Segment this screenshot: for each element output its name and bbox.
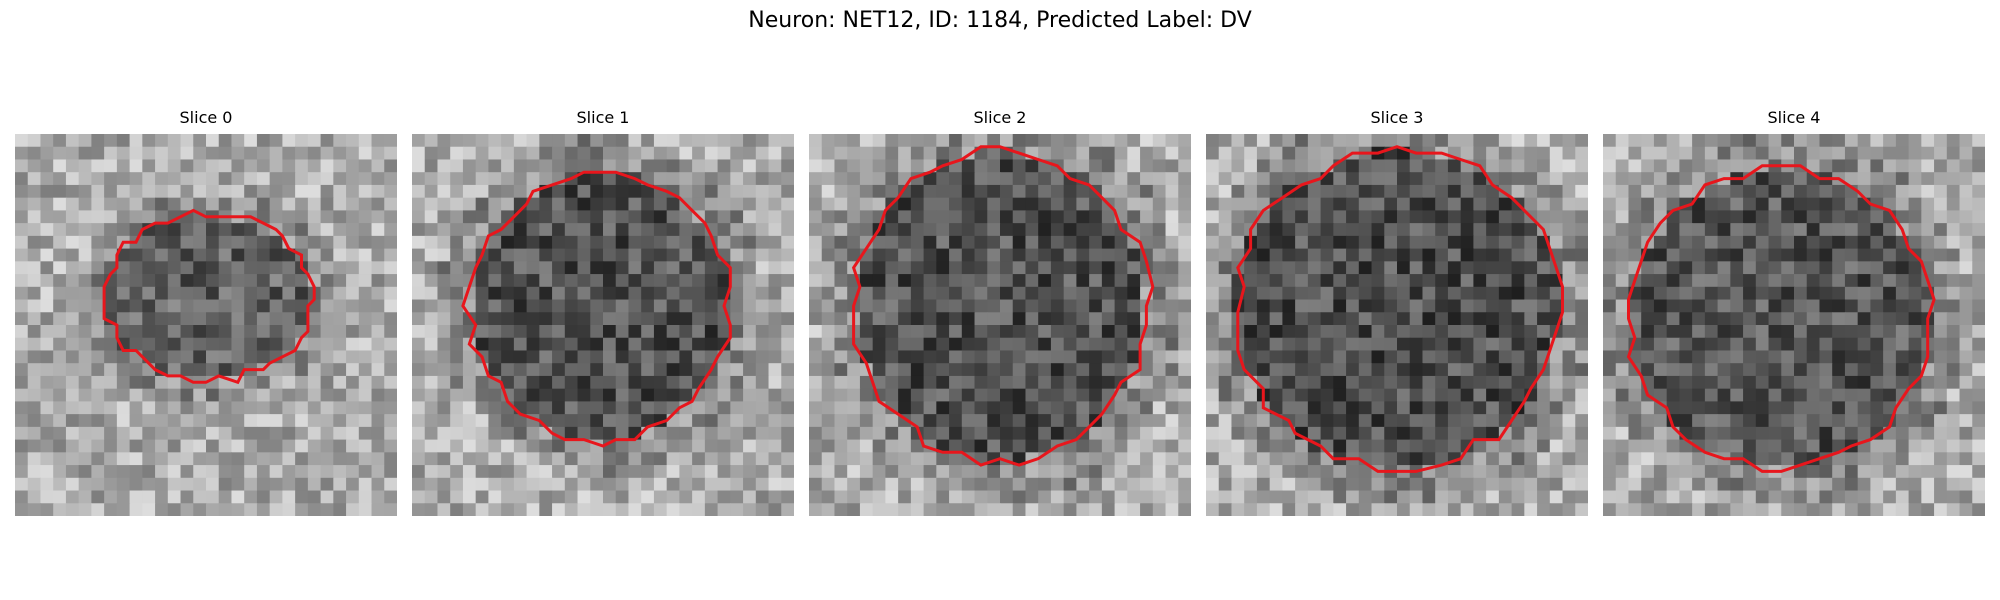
slice-title: Slice 3	[1370, 108, 1424, 127]
slice-image	[412, 134, 794, 516]
figure-title: Neuron: NET12, ID: 1184, Predicted Label…	[748, 8, 1252, 33]
contour-slice-2	[851, 145, 1155, 467]
contour-slice-1	[461, 170, 732, 448]
slice-title: Slice 1	[576, 108, 630, 127]
slice-image-svg	[15, 134, 397, 516]
contour-slice-3	[1236, 145, 1564, 473]
slice-title: Slice 0	[179, 108, 233, 127]
slice-image-svg	[412, 134, 794, 516]
pixel-grid	[1206, 134, 1588, 516]
slice-image-svg	[1206, 134, 1588, 516]
slice-image	[809, 134, 1191, 516]
slice-image	[1206, 134, 1588, 516]
slice-image	[15, 134, 397, 516]
pixel-grid	[412, 134, 794, 516]
contour-slice-4	[1626, 164, 1936, 473]
slice-title: Slice 4	[1767, 108, 1821, 127]
slice-image-svg	[809, 134, 1191, 516]
slice-title: Slice 2	[973, 108, 1027, 127]
contour-slice-0	[102, 208, 316, 385]
slice-image	[1603, 134, 1985, 516]
pixel-grid	[15, 134, 397, 516]
slice-image-svg	[1603, 134, 1985, 516]
